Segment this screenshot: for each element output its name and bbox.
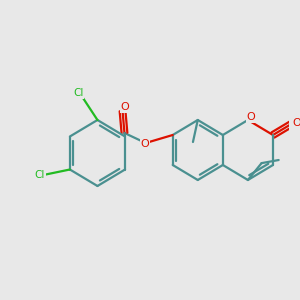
- Text: O: O: [246, 112, 255, 122]
- Text: O: O: [120, 102, 129, 112]
- Text: O: O: [140, 139, 149, 149]
- Text: O: O: [293, 118, 300, 128]
- Text: Cl: Cl: [73, 88, 83, 98]
- Text: Cl: Cl: [35, 170, 45, 181]
